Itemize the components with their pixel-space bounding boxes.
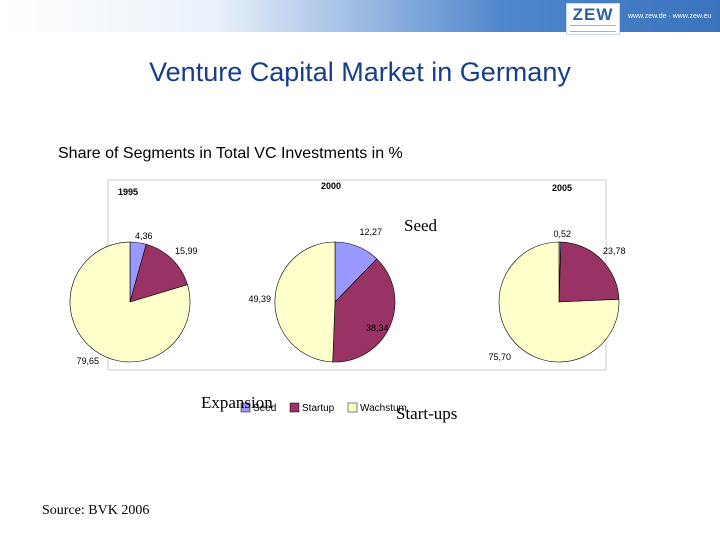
pie-1995-label-wachstum: 79,65 (76, 356, 99, 366)
overlay-label-seed: Seed (404, 216, 438, 235)
pie-2000-label-wachstum: 49,39 (248, 294, 271, 304)
pie-1995-slice-wachstum (69, 241, 191, 363)
source-note: Source: BVK 2006 (42, 503, 150, 518)
pie-1995-label-seed: 4,36 (135, 231, 153, 241)
pie-2000-label-seed: 12,27 (359, 227, 382, 237)
pie-2005-title: 2005 (552, 183, 572, 193)
header-url: www.zew.de · www.zew.eu (628, 13, 712, 20)
overlay-label-expansion: Expansion (201, 393, 273, 412)
legend-label-wachstum: Wachstum (360, 403, 407, 414)
pie-2005-slice-wachstum (498, 241, 620, 363)
pie-2000-title: 2000 (321, 181, 341, 191)
overlay-label-startups: Start-ups (396, 404, 457, 423)
pie-2000-slice-startup (332, 258, 396, 363)
pie-2005-label-seed: 0,52 (553, 229, 571, 239)
pie-1995-label-startup: 15,99 (175, 246, 198, 256)
pie-2000-label-startup: 38,34 (366, 323, 389, 333)
pie-2005-label-wachstum: 75,70 (488, 352, 511, 362)
chart-subtitle: Share of Segments in Total VC Investment… (58, 145, 403, 162)
legend-swatch-wachstum (347, 402, 358, 413)
legend-label-seed: Seed (253, 403, 276, 414)
pie-2005-label-startup: 23,78 (603, 246, 626, 256)
pie-2000-slice-wachstum (274, 241, 336, 363)
logo-text: ZEW (572, 5, 614, 24)
zew-logo: ZEW (566, 3, 620, 35)
legend-swatch-seed (240, 402, 251, 413)
pie-1995-title: 1995 (118, 187, 138, 197)
logo-subline (570, 25, 616, 32)
slide-title: Venture Capital Market in Germany (149, 57, 571, 87)
pie-2005-slice-startup (558, 241, 620, 303)
legend-swatch-startup (289, 402, 300, 413)
pie-1995-slice-startup (129, 243, 188, 303)
legend-label-startup: Startup (302, 403, 335, 414)
